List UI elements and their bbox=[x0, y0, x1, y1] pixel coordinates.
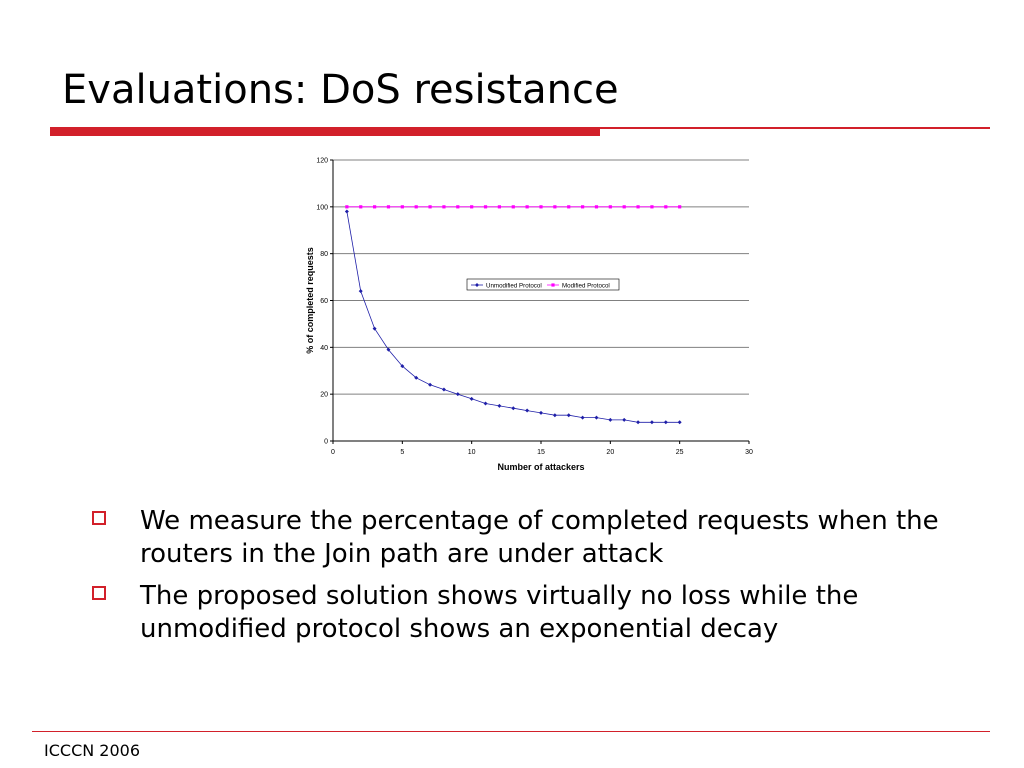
data-point bbox=[428, 382, 433, 387]
y-tick-label: 80 bbox=[320, 251, 328, 258]
data-point bbox=[359, 205, 363, 209]
chart-svg: 0 20 40 60 80 100 120 0 5 10 15 20 25 30 Number of att… bbox=[305, 158, 753, 473]
footer-divider bbox=[32, 731, 990, 732]
data-point bbox=[386, 205, 391, 209]
x-tick-label: 15 bbox=[537, 449, 545, 456]
data-point bbox=[566, 413, 571, 418]
data-point bbox=[650, 205, 654, 209]
y-tick-label: 60 bbox=[320, 298, 328, 305]
data-point bbox=[400, 205, 404, 209]
data-point bbox=[663, 420, 668, 425]
data-point bbox=[636, 420, 641, 425]
data-point bbox=[649, 420, 654, 425]
series-line bbox=[346, 211, 680, 423]
bullet-text: The proposed solution shows virtually no… bbox=[140, 581, 859, 644]
data-point bbox=[483, 401, 488, 406]
x-axis-label: Number of attackers bbox=[497, 462, 584, 472]
x-tick-label: 25 bbox=[676, 449, 684, 456]
legend: Unmodified Protocol Modified Protocol bbox=[466, 278, 620, 291]
data-point bbox=[483, 205, 488, 209]
legend-label: Unmodified Protocol bbox=[486, 282, 542, 289]
title-underline-thin bbox=[600, 127, 990, 129]
data-point bbox=[386, 347, 391, 352]
data-point bbox=[414, 375, 419, 380]
data-point bbox=[622, 205, 626, 209]
x-tick-label: 10 bbox=[468, 449, 476, 456]
data-point bbox=[622, 417, 627, 422]
x-tick-label: 0 bbox=[331, 449, 335, 456]
data-point bbox=[372, 326, 377, 331]
legend-label: Modified Protocol bbox=[562, 282, 610, 289]
data-point bbox=[580, 415, 585, 420]
y-tick-label: 100 bbox=[316, 204, 328, 211]
y-tick-label: 40 bbox=[320, 345, 328, 352]
bullet-text: We measure the percentage of completed r… bbox=[140, 506, 939, 569]
data-point bbox=[636, 205, 640, 209]
y-tick-label: 20 bbox=[320, 392, 328, 399]
title-underline-thick bbox=[50, 127, 600, 136]
data-point bbox=[581, 205, 585, 209]
data-point bbox=[400, 364, 405, 369]
data-point bbox=[497, 205, 501, 209]
hollow-square-bullet-icon bbox=[92, 511, 106, 525]
data-point bbox=[608, 417, 613, 422]
legend-marker bbox=[551, 283, 555, 287]
line-chart: 0 20 40 60 80 100 120 0 5 10 15 20 25 30 Number of att… bbox=[300, 150, 770, 480]
y-tick-label: 120 bbox=[316, 158, 328, 165]
y-axis-label: % of completed requests bbox=[305, 247, 315, 354]
x-tick-label: 5 bbox=[400, 449, 404, 456]
data-point bbox=[525, 408, 530, 413]
data-point bbox=[594, 205, 599, 209]
slide-title: Evaluations: DoS resistance bbox=[62, 67, 619, 113]
data-point bbox=[678, 205, 682, 209]
data-point bbox=[497, 403, 502, 408]
bullet-item: We measure the percentage of completed r… bbox=[88, 505, 988, 571]
data-point bbox=[539, 205, 543, 209]
data-point bbox=[511, 205, 515, 209]
data-point bbox=[470, 205, 474, 209]
data-point bbox=[358, 289, 363, 294]
hollow-square-bullet-icon bbox=[92, 586, 106, 600]
data-point bbox=[511, 406, 516, 411]
bullet-list: We measure the percentage of completed r… bbox=[88, 505, 988, 655]
legend-box bbox=[466, 278, 620, 291]
x-tick-label: 20 bbox=[606, 449, 614, 456]
data-point bbox=[442, 205, 446, 209]
data-point bbox=[441, 387, 446, 392]
data-point bbox=[539, 410, 543, 415]
data-point bbox=[525, 205, 529, 209]
data-point bbox=[344, 209, 349, 214]
data-point bbox=[594, 415, 599, 420]
data-point bbox=[455, 392, 460, 397]
data-point bbox=[428, 205, 432, 209]
data-point bbox=[552, 413, 557, 418]
data-point bbox=[677, 420, 682, 425]
data-point bbox=[373, 205, 377, 209]
data-point bbox=[567, 205, 571, 209]
footer-text: ICCCN 2006 bbox=[44, 741, 141, 760]
data-point bbox=[456, 205, 460, 209]
data-point bbox=[414, 205, 418, 209]
data-point bbox=[553, 205, 557, 209]
data-point bbox=[469, 396, 474, 401]
y-tick-label: 0 bbox=[324, 439, 328, 446]
bullet-item: The proposed solution shows virtually no… bbox=[88, 580, 988, 646]
legend-marker bbox=[475, 283, 479, 287]
data-point bbox=[345, 205, 349, 209]
x-tick-label: 30 bbox=[745, 449, 753, 456]
data-point bbox=[608, 205, 612, 209]
data-point bbox=[664, 205, 668, 209]
